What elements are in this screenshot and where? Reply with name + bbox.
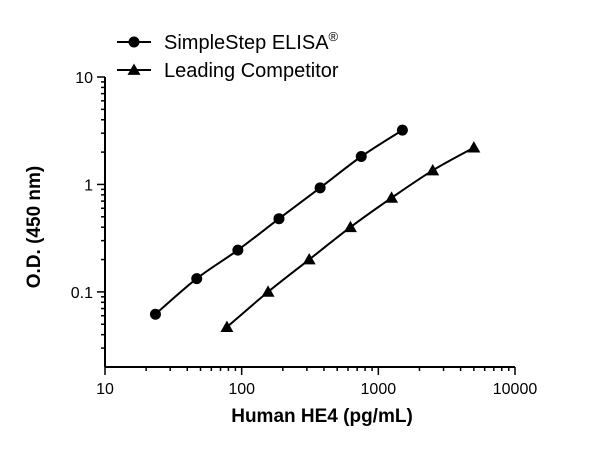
data-point bbox=[467, 141, 481, 153]
y-tick-label: 1 bbox=[84, 177, 93, 194]
legend-entry: SimpleStep ELISA® bbox=[117, 29, 339, 54]
data-point bbox=[273, 213, 285, 225]
x-tick-label: 10000 bbox=[493, 381, 538, 398]
data-point bbox=[191, 273, 203, 285]
legend-marker bbox=[128, 36, 140, 48]
legend-marker bbox=[127, 63, 141, 75]
data-point bbox=[261, 285, 275, 297]
ticks: 10 100 1000 10000 0.1 1 10 bbox=[71, 70, 538, 398]
data-point bbox=[149, 308, 161, 320]
series-circle bbox=[149, 124, 408, 320]
data-point bbox=[385, 191, 399, 203]
series-layer bbox=[149, 124, 481, 333]
x-tick-label: 1000 bbox=[361, 381, 397, 398]
legend: SimpleStep ELISA® Leading Competitor bbox=[117, 29, 339, 82]
axes bbox=[104, 77, 515, 368]
data-point bbox=[302, 253, 316, 265]
y-tick-label: 10 bbox=[75, 70, 93, 87]
legend-label: SimpleStep ELISA® bbox=[164, 29, 339, 54]
legend-entry: Leading Competitor bbox=[117, 60, 339, 82]
data-point bbox=[343, 220, 357, 233]
x-tick-label: 100 bbox=[228, 381, 255, 398]
x-axis-title: Human HE4 (pg/mL) bbox=[231, 406, 413, 427]
data-point bbox=[396, 124, 408, 136]
data-point bbox=[426, 163, 440, 176]
series-triangle bbox=[220, 141, 481, 333]
y-axis-title: O.D. (450 nm) bbox=[24, 166, 45, 288]
data-point bbox=[314, 182, 326, 194]
data-point bbox=[220, 320, 234, 333]
y-tick-label: 0.1 bbox=[71, 285, 93, 302]
data-point bbox=[355, 151, 367, 163]
legend-label: Leading Competitor bbox=[164, 60, 339, 82]
x-tick-label: 10 bbox=[96, 381, 114, 398]
data-point bbox=[232, 244, 244, 256]
legend-superscript: ® bbox=[329, 29, 339, 44]
